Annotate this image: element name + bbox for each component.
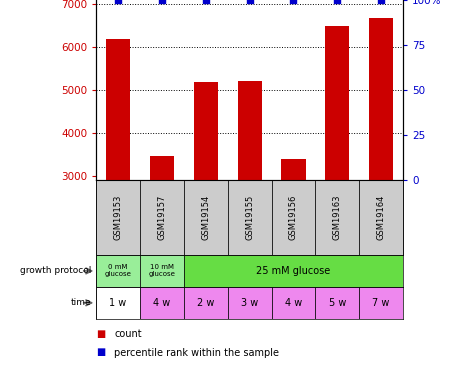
Text: count: count <box>114 329 142 339</box>
Bar <box>316 180 359 255</box>
Text: ■: ■ <box>96 348 105 357</box>
Text: time: time <box>71 298 92 307</box>
Bar <box>140 287 184 319</box>
Point <box>333 0 341 3</box>
Bar <box>194 82 218 180</box>
Text: 5 w: 5 w <box>328 298 346 308</box>
Text: 3 w: 3 w <box>241 298 258 308</box>
Bar <box>359 287 403 319</box>
Bar <box>96 287 140 319</box>
Bar <box>184 180 228 255</box>
Bar <box>150 156 174 180</box>
Bar <box>272 287 316 319</box>
Text: 0 mM
glucose: 0 mM glucose <box>105 264 131 278</box>
Text: 4 w: 4 w <box>153 298 170 308</box>
Bar <box>106 39 130 180</box>
Bar <box>325 26 349 180</box>
Bar <box>316 287 359 319</box>
Text: GSM19164: GSM19164 <box>376 195 386 240</box>
Text: 25 mM glucose: 25 mM glucose <box>256 266 331 276</box>
Bar <box>228 180 272 255</box>
Bar <box>96 255 140 287</box>
Point <box>202 0 209 3</box>
Point <box>290 0 297 3</box>
Bar <box>96 180 140 255</box>
Bar <box>140 255 184 287</box>
Bar <box>359 180 403 255</box>
Text: GSM19156: GSM19156 <box>289 195 298 240</box>
Text: GSM19155: GSM19155 <box>245 195 254 240</box>
Bar <box>369 18 393 180</box>
Text: 2 w: 2 w <box>197 298 214 308</box>
Text: GSM19154: GSM19154 <box>201 195 210 240</box>
Bar <box>272 180 316 255</box>
Text: GSM19153: GSM19153 <box>114 195 123 240</box>
Point <box>246 0 253 3</box>
Point <box>377 0 385 3</box>
Text: 4 w: 4 w <box>285 298 302 308</box>
Text: percentile rank within the sample: percentile rank within the sample <box>114 348 279 357</box>
Bar <box>228 287 272 319</box>
Text: growth protocol: growth protocol <box>20 266 92 275</box>
Text: GSM19163: GSM19163 <box>333 195 342 240</box>
Bar <box>281 159 305 180</box>
Bar <box>238 81 262 180</box>
Point <box>114 0 122 3</box>
Bar <box>184 287 228 319</box>
Bar <box>140 180 184 255</box>
Text: 7 w: 7 w <box>372 298 390 308</box>
Text: 10 mM
glucose: 10 mM glucose <box>148 264 175 278</box>
Text: ■: ■ <box>96 329 105 339</box>
Text: GSM19157: GSM19157 <box>158 195 166 240</box>
Point <box>158 0 166 3</box>
Text: 1 w: 1 w <box>109 298 127 308</box>
Bar <box>184 255 403 287</box>
